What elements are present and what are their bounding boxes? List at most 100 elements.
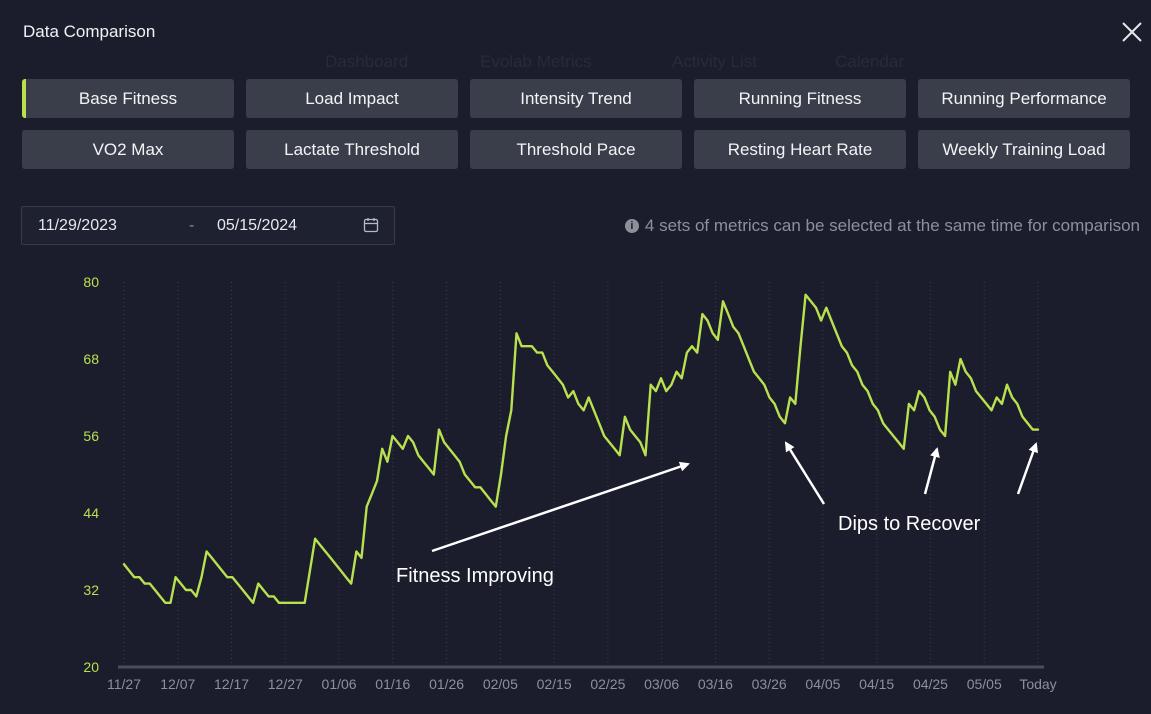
data-point — [531, 345, 533, 347]
data-point — [1027, 422, 1029, 424]
data-point — [763, 384, 765, 386]
data-point — [1011, 396, 1013, 399]
data-point — [164, 602, 166, 604]
data-point — [469, 480, 471, 482]
data-point — [154, 589, 156, 591]
data-point — [996, 396, 998, 399]
data-point — [882, 422, 884, 424]
annotation-arrow — [1016, 442, 1038, 495]
data-point — [484, 493, 487, 495]
data-point — [464, 473, 466, 476]
data-point — [743, 345, 745, 347]
data-point — [350, 583, 352, 585]
x-tick-label: 03/26 — [752, 676, 787, 692]
data-point — [175, 576, 177, 578]
tab-load-impact[interactable]: Load Impact — [246, 79, 458, 118]
data-point — [887, 429, 889, 431]
data-point — [603, 435, 605, 437]
data-point — [706, 319, 709, 322]
data-point — [381, 448, 383, 450]
data-point — [123, 563, 125, 565]
data-point — [562, 384, 564, 386]
x-tick-label: 04/05 — [805, 676, 840, 692]
data-point — [624, 416, 626, 418]
data-point — [226, 576, 228, 578]
data-point — [433, 473, 435, 476]
data-point — [479, 486, 481, 488]
data-point — [247, 595, 249, 597]
data-point — [185, 589, 187, 591]
tab-base-fitness[interactable]: Base Fitness — [22, 79, 234, 118]
data-point — [830, 319, 833, 322]
data-point — [149, 583, 151, 585]
data-point — [959, 358, 962, 360]
data-point — [278, 602, 280, 604]
x-tick-label: 12/17 — [214, 676, 249, 692]
data-point — [665, 390, 667, 392]
comparison-hint: i 4 sets of metrics can be selected at t… — [624, 216, 1140, 236]
data-point — [990, 409, 993, 411]
data-point — [1006, 384, 1008, 386]
data-point — [288, 602, 290, 604]
tab-weekly-training-load[interactable]: Weekly Training Load — [918, 130, 1130, 169]
data-point — [428, 467, 430, 469]
data-point — [681, 377, 683, 379]
data-point — [417, 454, 419, 456]
data-point — [980, 396, 982, 399]
data-point — [443, 441, 445, 443]
background-ghost-text: Evolab Metrics — [480, 52, 592, 71]
data-point — [169, 602, 172, 604]
x-tick-label: 11/27 — [107, 676, 141, 692]
data-point — [944, 435, 946, 437]
x-tick-label: 03/06 — [644, 676, 679, 692]
close-icon[interactable] — [1118, 18, 1146, 46]
data-point — [841, 345, 843, 347]
y-tick-label: 20 — [83, 659, 99, 675]
metric-tabs: Base Fitness Load Impact Intensity Trend… — [22, 79, 1142, 169]
tab-lactate-threshold[interactable]: Lactate Threshold — [246, 130, 458, 169]
data-point — [872, 403, 874, 405]
x-tick-label: 02/25 — [590, 676, 625, 692]
data-point — [195, 595, 197, 597]
data-point — [526, 345, 528, 347]
tab-threshold-pace[interactable]: Threshold Pace — [470, 130, 682, 169]
data-point — [861, 384, 864, 386]
data-point — [655, 390, 657, 392]
hint-text: 4 sets of metrics can be selected at the… — [644, 216, 1140, 235]
data-point — [954, 384, 957, 386]
data-point — [500, 473, 502, 476]
data-point — [345, 576, 347, 578]
data-point — [133, 576, 135, 578]
data-point — [577, 403, 580, 405]
data-point — [846, 352, 848, 354]
data-point — [221, 570, 223, 572]
data-point — [1001, 403, 1003, 405]
y-tick-label: 68 — [83, 351, 99, 367]
date-start[interactable]: 11/29/2023 — [38, 217, 117, 234]
annotation-arrow — [923, 447, 940, 495]
data-point — [675, 371, 678, 373]
data-point — [722, 300, 724, 302]
info-icon: i — [624, 219, 639, 233]
data-point — [490, 499, 492, 501]
data-point — [371, 493, 373, 495]
tab-running-fitness[interactable]: Running Fitness — [694, 79, 906, 118]
tab-intensity-trend[interactable]: Intensity Trend — [470, 79, 682, 118]
data-point — [701, 313, 704, 315]
series-line-base-fitness — [122, 293, 1040, 604]
data-point — [660, 377, 662, 379]
tab-resting-heart-rate[interactable]: Resting Heart Rate — [694, 130, 906, 169]
tab-running-performance[interactable]: Running Performance — [918, 79, 1130, 118]
data-point — [929, 409, 931, 411]
data-point — [376, 480, 378, 482]
data-point — [753, 371, 755, 373]
date-end[interactable]: 05/15/2024 — [217, 217, 298, 234]
data-point — [360, 557, 363, 559]
data-point — [898, 441, 900, 443]
calendar-icon[interactable] — [363, 217, 379, 233]
tab-vo2-max[interactable]: VO2 Max — [22, 130, 234, 169]
date-range-picker[interactable]: 11/29/2023 - 05/15/2024 — [21, 206, 395, 245]
data-point — [330, 557, 332, 559]
data-point — [588, 396, 590, 399]
